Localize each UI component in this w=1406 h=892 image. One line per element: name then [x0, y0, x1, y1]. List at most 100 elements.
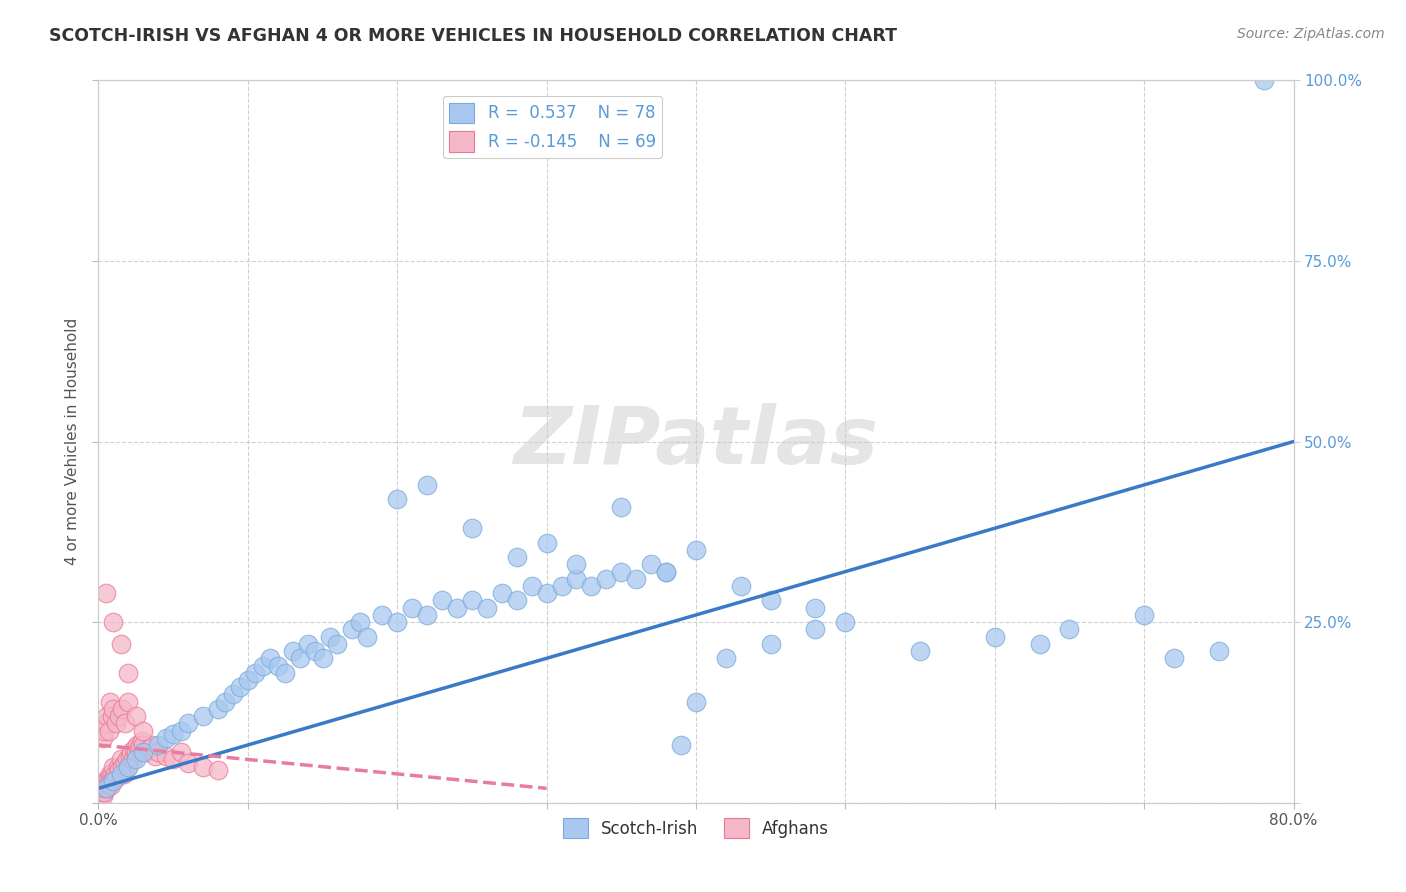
Point	[207, 702, 229, 716]
Point	[169, 745, 191, 759]
Point	[461, 521, 484, 535]
Point	[103, 774, 125, 789]
Point	[91, 778, 114, 792]
Point	[101, 767, 124, 781]
Point	[103, 702, 125, 716]
Point	[114, 756, 136, 770]
Point	[595, 572, 617, 586]
Point	[1133, 607, 1156, 622]
Point	[104, 767, 127, 781]
Point	[132, 738, 155, 752]
Point	[536, 586, 558, 600]
Point	[267, 658, 290, 673]
Point	[103, 615, 125, 630]
Point	[110, 752, 132, 766]
Point	[326, 637, 349, 651]
Point	[127, 738, 149, 752]
Point	[105, 771, 128, 785]
Point	[96, 709, 118, 723]
Point	[94, 778, 117, 792]
Point	[804, 623, 827, 637]
Point	[401, 600, 423, 615]
Text: SCOTCH-IRISH VS AFGHAN 4 OR MORE VEHICLES IN HOUSEHOLD CORRELATION CHART: SCOTCH-IRISH VS AFGHAN 4 OR MORE VEHICLE…	[49, 27, 897, 45]
Text: Source: ZipAtlas.com: Source: ZipAtlas.com	[1237, 27, 1385, 41]
Point	[236, 673, 259, 687]
Point	[416, 607, 439, 622]
Point	[565, 572, 588, 586]
Point	[416, 478, 439, 492]
Point	[491, 586, 513, 600]
Point	[908, 644, 931, 658]
Point	[342, 623, 364, 637]
Point	[655, 565, 678, 579]
Point	[610, 500, 633, 514]
Point	[125, 709, 148, 723]
Point	[108, 709, 131, 723]
Point	[162, 752, 184, 766]
Point	[162, 727, 184, 741]
Point	[93, 785, 115, 799]
Point	[610, 565, 633, 579]
Point	[1028, 637, 1050, 651]
Point	[118, 748, 141, 763]
Point	[124, 741, 146, 756]
Point	[121, 752, 143, 766]
Point	[274, 665, 297, 680]
Point	[506, 593, 529, 607]
Point	[229, 680, 252, 694]
Point	[304, 644, 326, 658]
Point	[730, 579, 752, 593]
Point	[319, 630, 342, 644]
Point	[98, 695, 122, 709]
Point	[804, 600, 827, 615]
Point	[430, 593, 453, 607]
Point	[581, 579, 603, 593]
Point	[117, 695, 139, 709]
Point	[191, 709, 214, 723]
Point	[252, 658, 274, 673]
Point	[669, 738, 692, 752]
Point	[685, 695, 707, 709]
Point	[125, 752, 148, 766]
Y-axis label: 4 or more Vehicles in Household: 4 or more Vehicles in Household	[65, 318, 80, 566]
Point	[297, 637, 319, 651]
Point	[103, 760, 125, 774]
Point	[90, 781, 112, 796]
Point	[349, 615, 371, 630]
Point	[536, 535, 558, 549]
Point	[131, 734, 153, 748]
Point	[107, 760, 129, 774]
Point	[93, 723, 115, 738]
Point	[214, 695, 236, 709]
Point	[94, 781, 117, 796]
Point	[356, 630, 378, 644]
Point	[111, 760, 134, 774]
Point	[288, 651, 311, 665]
Point	[117, 760, 139, 774]
Point	[96, 774, 118, 789]
Point	[97, 771, 120, 785]
Point	[155, 748, 177, 763]
Point	[446, 600, 468, 615]
Point	[1163, 651, 1185, 665]
Point	[1059, 623, 1081, 637]
Point	[117, 665, 139, 680]
Point	[125, 745, 148, 759]
Point	[245, 665, 267, 680]
Point	[259, 651, 281, 665]
Point	[138, 741, 160, 756]
Point	[105, 716, 128, 731]
Legend: Scotch-Irish, Afghans: Scotch-Irish, Afghans	[557, 812, 835, 845]
Point	[115, 752, 138, 766]
Point	[141, 738, 163, 752]
Point	[385, 492, 409, 507]
Point	[714, 651, 737, 665]
Point	[98, 767, 121, 781]
Point	[1253, 73, 1275, 87]
Point	[91, 789, 114, 803]
Point	[177, 756, 200, 770]
Point	[111, 702, 134, 716]
Point	[110, 637, 132, 651]
Point	[129, 738, 152, 752]
Point	[1208, 644, 1230, 658]
